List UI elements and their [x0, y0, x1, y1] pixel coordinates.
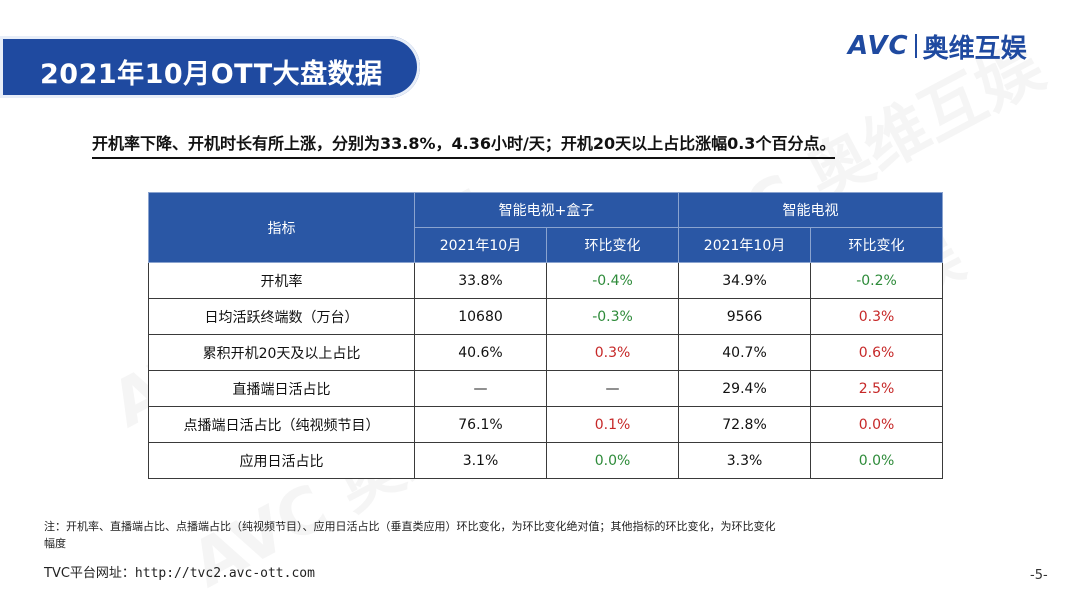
website-line: TVC平台网址：http://tvc2.avc-ott.com	[44, 562, 315, 581]
row-indicator: 点播端日活占比（纯视频节目）	[148, 406, 415, 443]
cell-change: 2.5%	[810, 370, 944, 407]
row-indicator: 开机率	[148, 262, 415, 299]
cell-change: 0.0%	[810, 406, 944, 443]
table-row: 开机率 33.8% -0.4% 34.9% -0.2%	[148, 262, 944, 299]
cell-value: 3.3%	[678, 442, 812, 479]
cell-change: 0.3%	[810, 298, 944, 335]
cell-change: -0.4%	[545, 262, 680, 299]
cell-change: —	[545, 370, 680, 407]
headline-summary: 开机率下降、开机时长有所上涨，分别为33.8%，4.36小时/天；开机20天以上…	[92, 130, 836, 159]
row-indicator: 直播端日活占比	[148, 370, 415, 407]
kpi-table: 指标 智能电视+盒子 智能电视 2021年10月 环比变化 2021年10月 环…	[148, 192, 944, 479]
cell-change: -0.2%	[810, 262, 944, 299]
table-row: 点播端日活占比（纯视频节目） 76.1% 0.1% 72.8% 0.0%	[148, 406, 944, 443]
footnote: 注：开机率、直播端占比、点播端占比（纯视频节目）、应用日活占比（垂直类应用）环比…	[44, 520, 776, 550]
header-group-tv: 智能电视	[678, 192, 944, 228]
logo-name: 奥维互娱	[922, 33, 1027, 64]
table-row: 日均活跃终端数（万台） 10680 -0.3% 9566 0.3%	[148, 298, 944, 335]
header-month: 2021年10月	[414, 227, 547, 263]
cell-value: 29.4%	[678, 370, 812, 407]
cell-change: 0.0%	[545, 442, 680, 479]
page-title: 2021年10月OTT大盘数据	[40, 59, 383, 90]
row-indicator: 日均活跃终端数（万台）	[148, 298, 415, 335]
header-group-tv-box: 智能电视+盒子	[413, 192, 680, 228]
table-row: 累积开机20天及以上占比 40.6% 0.3% 40.7% 0.6%	[148, 334, 944, 371]
header-indicator: 指标	[148, 192, 415, 263]
cell-value: 34.9%	[678, 262, 812, 299]
table-row: 直播端日活占比 — — 29.4% 2.5%	[148, 370, 944, 407]
row-indicator: 累积开机20天及以上占比	[148, 334, 415, 371]
cell-change: 0.1%	[545, 406, 680, 443]
header-change: 环比变化	[810, 227, 944, 263]
logo-divider	[914, 34, 917, 58]
page-number: -5-	[1030, 568, 1048, 583]
table-row: 应用日活占比 3.1% 0.0% 3.3% 0.0%	[148, 442, 944, 479]
cell-change: 0.3%	[545, 334, 680, 371]
row-indicator: 应用日活占比	[148, 442, 415, 479]
cell-value: 72.8%	[678, 406, 812, 443]
title-banner	[0, 36, 420, 98]
cell-value: 3.1%	[414, 442, 547, 479]
logo-brand: AVC	[848, 31, 909, 61]
brand-logo: AVC 奥维互娱	[848, 30, 1027, 64]
cell-value: 9566	[678, 298, 812, 335]
website-label: TVC平台网址：	[44, 566, 135, 581]
cell-change: -0.3%	[545, 298, 680, 335]
cell-value: 40.7%	[678, 334, 812, 371]
cell-value: 76.1%	[414, 406, 547, 443]
cell-value: —	[414, 370, 547, 407]
header-change: 环比变化	[545, 227, 680, 263]
cell-change: 0.0%	[810, 442, 944, 479]
website-url[interactable]: http://tvc2.avc-ott.com	[134, 566, 315, 581]
cell-value: 33.8%	[414, 262, 547, 299]
cell-change: 0.6%	[810, 334, 944, 371]
header-month: 2021年10月	[678, 227, 812, 263]
cell-value: 10680	[414, 298, 547, 335]
cell-value: 40.6%	[414, 334, 547, 371]
